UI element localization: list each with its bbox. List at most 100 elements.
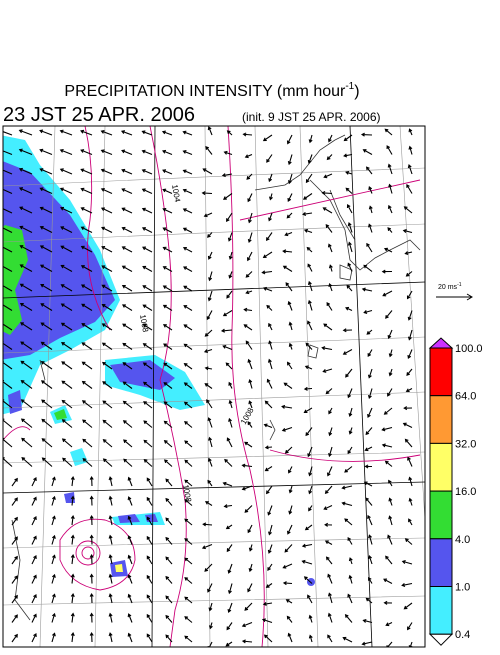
wind-vector [142,304,153,311]
wind-vector [381,426,393,432]
wind-vector [305,342,313,350]
wind-vector [163,440,173,448]
wind-vector [268,322,273,331]
wind-vector [208,271,213,282]
wind-vector [241,463,253,468]
wind-vector [81,400,93,409]
wind-vector [207,479,213,487]
wind-vector [201,191,213,196]
wind-vector [3,208,13,214]
wind-vector [89,631,94,643]
wind-vector [307,320,313,331]
wind-vector [108,632,113,643]
wind-vector [80,265,93,272]
wind-vector [183,401,193,409]
wind-vector [165,497,173,506]
wind-vector [407,349,413,360]
wind-vector [59,148,73,156]
wind-vector [287,154,293,166]
wind-vector [365,497,373,506]
wind-vector [286,615,293,623]
wind-vector [408,497,413,506]
wind-vector [122,381,133,389]
wind-vector [344,614,353,623]
wind-vector [18,167,33,175]
wind-vector [3,227,13,233]
wind-vector [20,399,33,409]
wind-vector [307,446,313,458]
wind-vector [269,193,273,201]
wind-vector [51,573,56,584]
wind-vector [406,290,413,300]
wind-vector [244,153,253,159]
wind-vector [367,407,373,419]
wind-vector [367,388,373,400]
colorbar-segment [429,490,453,540]
wind-vector [403,406,413,411]
wind-vector [322,368,333,373]
wind-vector [288,485,293,494]
wind-vector [341,501,353,507]
wind-vector [80,129,93,136]
wind-vector [41,457,53,467]
wind-vector [100,129,113,136]
wind-vector [360,132,373,137]
wind-vector [183,363,193,370]
wind-vector [60,226,73,233]
wind-vector [11,497,18,506]
wind-vector [18,187,33,195]
wind-vector [321,190,333,195]
precip-heavy [3,225,28,335]
wind-vector [325,388,333,395]
wind-vector [127,574,133,584]
wind-vector [408,518,413,526]
wind-vector [364,464,373,469]
wind-vector [225,362,233,370]
wind-vector [248,563,253,573]
wind-vector [3,360,13,370]
wind-vector [142,246,153,253]
wind-vector [127,515,133,526]
wind-vector [89,553,94,565]
wind-vector [142,285,153,292]
wind-vector [19,206,33,214]
colorbar-label: 0.4 [455,629,470,641]
wind-vector [383,247,393,253]
wind-vector [102,361,113,370]
wind-vector [367,514,373,526]
wind-vector [325,224,333,233]
wind-vector [347,241,353,253]
wind-vector [301,559,313,565]
colorbar-over [428,337,454,349]
wind-vector [162,169,173,175]
wind-vector [127,535,133,545]
wind-vector [61,380,73,389]
wind-vector [345,187,353,194]
wind-vector [326,466,333,477]
wind-vector [163,459,173,467]
wind-vector [146,477,153,487]
wind-vector [264,400,273,409]
wind-vector [328,264,333,272]
wind-vector [100,187,113,195]
wind-vector [222,344,233,351]
wind-vector [303,386,313,391]
wind-vector [162,149,173,156]
wind-vector [127,496,133,506]
wind-vector [81,361,93,370]
wind-vector [141,227,153,233]
wind-vector [204,383,213,389]
wind-vector [281,404,293,409]
wind-vector [265,583,273,588]
wind-vector [121,149,133,156]
contour-label: 1008 [138,314,150,334]
wind-vector [161,130,173,136]
wind-vector [70,554,75,565]
wind-vector [207,290,213,302]
wind-vector [347,536,353,545]
wind-vector [307,299,313,311]
wind-vector [303,407,313,414]
wind-vector [70,476,75,487]
wind-vector [407,622,413,631]
wind-vector [227,563,233,574]
